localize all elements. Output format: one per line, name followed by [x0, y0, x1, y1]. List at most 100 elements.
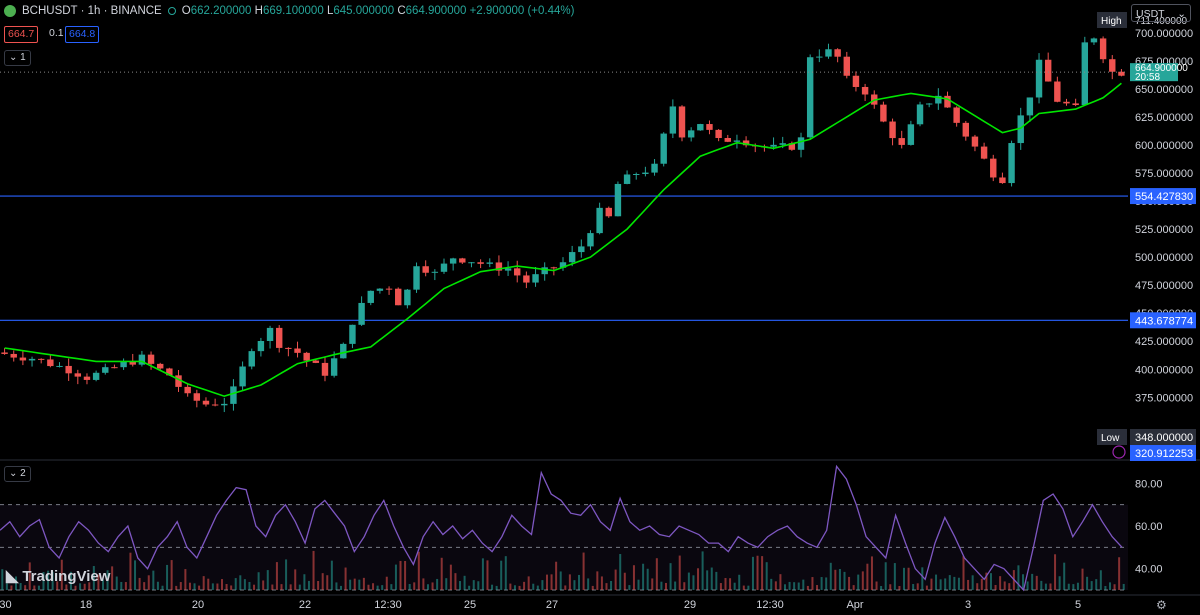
candle-body: [285, 347, 292, 349]
volume-bar: [898, 585, 901, 590]
volume-bar: [623, 572, 626, 590]
candle-body: [614, 183, 622, 217]
currency-select[interactable]: USDT ⌄: [1131, 4, 1191, 22]
candle-body: [92, 372, 100, 380]
candle-body: [642, 172, 649, 174]
candle-body: [37, 358, 45, 360]
candle-body: [257, 340, 265, 352]
volume-bar: [1095, 579, 1098, 590]
time-tick-label: 22: [299, 599, 311, 611]
volume-bar: [500, 560, 503, 590]
volume-bar: [793, 582, 796, 590]
volume-bar: [912, 584, 915, 590]
candle-body: [459, 258, 466, 263]
volume-bar: [536, 585, 539, 590]
volume-bar: [779, 574, 782, 590]
candle-body: [1035, 59, 1043, 98]
volume-bar: [394, 564, 397, 590]
volume-bar: [124, 582, 127, 590]
volume-bar: [344, 567, 347, 590]
volume-bar: [166, 564, 169, 590]
volume-bar: [376, 585, 379, 590]
candle-body: [1090, 38, 1098, 43]
volume-bar: [481, 558, 484, 590]
candle-body: [1026, 97, 1034, 116]
volume-bar: [664, 582, 667, 590]
volume-bar: [188, 582, 191, 590]
volume-bar: [436, 578, 439, 590]
market-status-icon: [167, 7, 176, 15]
volume-bar: [848, 576, 851, 590]
volume-bar: [513, 585, 516, 590]
rsi-tick-label: 60.00: [1135, 521, 1163, 533]
volume-bar: [1008, 583, 1011, 590]
volume-bar: [79, 583, 82, 590]
candle-body: [550, 267, 558, 269]
volume-bar: [980, 578, 983, 590]
volume-bar: [184, 569, 187, 590]
volume-bar: [1099, 570, 1102, 590]
volume-bar: [275, 562, 278, 590]
volume-bar: [372, 583, 375, 590]
volume-bar: [335, 582, 338, 590]
volume-bar: [10, 585, 13, 590]
volume-bar: [349, 579, 352, 590]
close-value: 664.900000: [405, 5, 467, 17]
volume-bar: [518, 585, 521, 590]
candle-body: [523, 275, 530, 283]
volume-bar: [161, 585, 164, 590]
volume-bar: [51, 571, 54, 590]
volume-bar: [431, 582, 434, 590]
pane-1-collapse-button[interactable]: ⌄ 1: [4, 50, 31, 66]
volume-bar: [1086, 576, 1089, 590]
settings-gear-icon[interactable]: ⚙: [1156, 598, 1167, 612]
symbol-title[interactable]: BCHUSDT · 1h · BINANCE: [22, 5, 162, 17]
pane-2-collapse-button[interactable]: ⌄ 2: [4, 466, 31, 482]
rsi-tick-label: 40.00: [1135, 564, 1163, 576]
volume-bar: [422, 578, 425, 590]
candle-body: [239, 366, 246, 387]
candle-body: [440, 263, 448, 272]
high-value: 669.100000: [262, 5, 324, 17]
volume-bar: [697, 568, 700, 590]
candle-body: [65, 365, 72, 374]
candle-body: [504, 268, 512, 271]
candle-body: [953, 107, 960, 123]
volume-bar: [884, 562, 887, 590]
volume-bar: [916, 583, 919, 590]
bid-price[interactable]: 664.7: [4, 26, 39, 43]
volume-bar: [710, 567, 713, 590]
volume-bar: [175, 585, 178, 590]
volume-bar: [893, 563, 896, 590]
tradingview-logo-icon: ◣: [6, 568, 19, 585]
price-tick-label: 700.000000: [1135, 28, 1193, 40]
candle-body: [532, 274, 539, 283]
volume-bar: [527, 576, 530, 590]
ask-price[interactable]: 664.8: [65, 26, 100, 43]
candle-body: [19, 357, 27, 361]
volume-bar: [353, 578, 356, 590]
volume-bar: [243, 579, 246, 590]
candle-body: [156, 363, 164, 369]
candle-body: [578, 246, 585, 253]
candle-body: [1063, 101, 1070, 104]
candle-body: [944, 95, 951, 108]
time-tick-label: 29: [684, 599, 696, 611]
candle-body: [367, 290, 374, 303]
volume-bar: [564, 585, 567, 590]
volume-bar: [362, 577, 365, 590]
volume-bar: [729, 578, 732, 590]
candle-body: [10, 353, 17, 358]
volume-bar: [111, 566, 114, 590]
candle-body: [422, 266, 429, 273]
volume-bar: [138, 577, 141, 590]
volume-bar: [843, 571, 846, 590]
volume-bar: [642, 563, 645, 590]
hline-label-bg-1: [1130, 312, 1196, 329]
volume-bar: [610, 580, 613, 590]
volume-bar: [477, 581, 480, 590]
candle-body: [623, 174, 631, 184]
candle-body: [468, 262, 475, 264]
volume-bar: [930, 578, 933, 590]
candle-body: [724, 137, 731, 142]
